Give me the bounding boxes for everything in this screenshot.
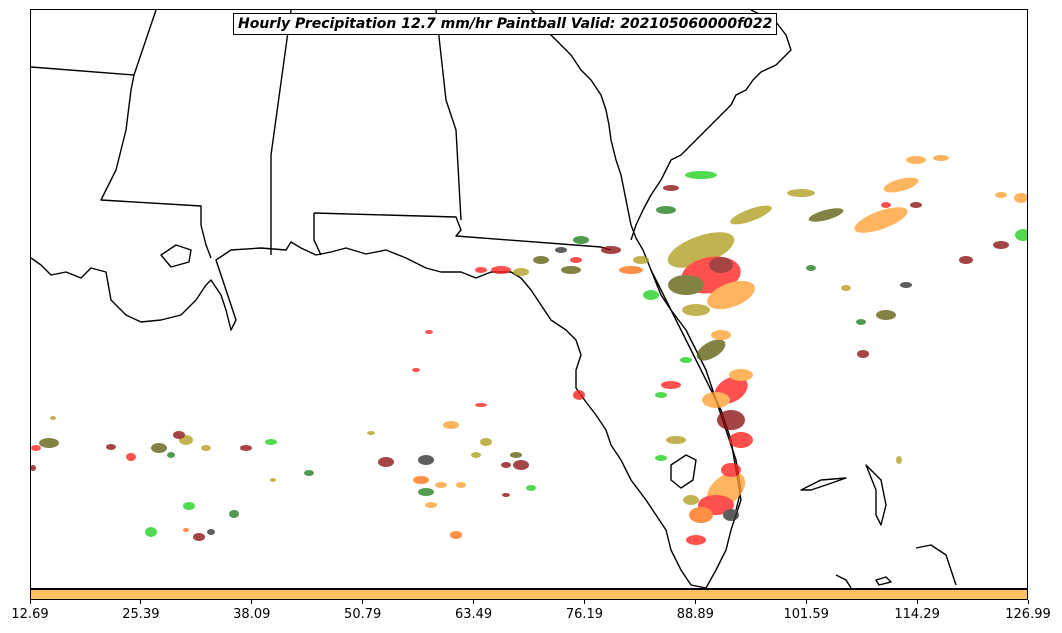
colorbar-tick-label: 25.39	[122, 607, 160, 622]
colorbar-tick	[694, 600, 696, 604]
state-border-west	[31, 66, 212, 259]
colorbar-tick	[916, 600, 918, 604]
colorbar	[30, 589, 1028, 600]
bahamas-island-2	[835, 574, 852, 588]
colorbar-tick-label: 12.69	[11, 607, 49, 622]
map-panel	[30, 9, 1028, 589]
bahamas-andros	[800, 477, 847, 491]
gulf-coast	[31, 10, 742, 588]
colorbar-tick	[140, 600, 142, 604]
state-border-fl-south	[313, 213, 322, 256]
bahamas-island-3	[875, 576, 892, 586]
colorbar-tick-label: 63.49	[454, 607, 493, 622]
colorbar-tick	[805, 600, 807, 604]
east-coast-north	[630, 10, 792, 241]
coastlines	[31, 10, 957, 588]
colorbar-tick-label: 101.59	[783, 607, 829, 622]
map-title: Hourly Precipitation 12.7 mm/hr Paintbal…	[233, 13, 778, 35]
colorbar-tick	[1027, 600, 1029, 604]
colorbar-tick-label: 50.79	[344, 607, 382, 622]
colorbar-tick	[362, 600, 364, 604]
state-border-georgia	[435, 10, 462, 221]
colorbar-tick-label: 126.99	[1005, 607, 1051, 622]
precipitation-blobs	[31, 155, 1027, 545]
colorbar-tick-label: 114.29	[894, 607, 940, 622]
colorbar-tick	[29, 600, 31, 604]
bahamas-island-1	[915, 544, 957, 586]
state-border-alabama-south	[313, 212, 612, 251]
colorbar-tick-label: 88.89	[676, 607, 714, 622]
state-border-mississippi	[133, 10, 157, 76]
colorbar-tick	[473, 600, 475, 604]
colorbar-tick-label: 76.19	[565, 607, 604, 622]
colorbar-tick	[583, 600, 585, 604]
colorbar-tick	[251, 600, 253, 604]
map-canvas	[31, 10, 1027, 588]
lake-okeechobee	[670, 454, 697, 489]
lake-pontchartrain	[160, 244, 192, 268]
state-border-alabama-west	[270, 10, 292, 255]
colorbar-tick-label: 38.09	[233, 607, 271, 622]
bahamas-abaco	[865, 464, 887, 526]
